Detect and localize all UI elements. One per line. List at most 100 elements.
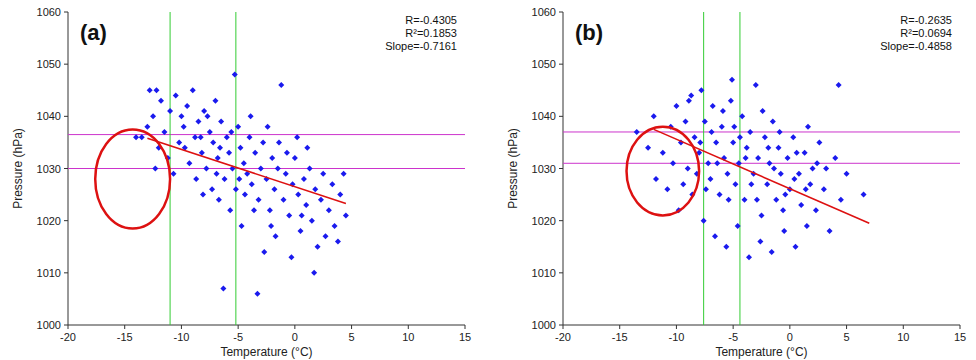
x-axis xyxy=(563,325,960,326)
point xyxy=(150,113,156,119)
point xyxy=(251,207,257,213)
point xyxy=(267,207,273,213)
point xyxy=(777,129,783,135)
x-tick xyxy=(294,325,295,329)
point xyxy=(295,192,301,198)
point xyxy=(275,166,281,172)
point xyxy=(192,134,198,140)
point xyxy=(771,166,777,172)
reference-hline xyxy=(563,131,960,132)
x-tick-label: -20 xyxy=(555,331,571,343)
x-axis-label: Temperature (°C) xyxy=(220,345,312,359)
point xyxy=(769,249,775,255)
x-tick-label: -15 xyxy=(117,331,133,343)
point xyxy=(288,254,294,260)
point xyxy=(781,228,787,234)
y-tick xyxy=(64,116,68,117)
point xyxy=(303,202,309,208)
point xyxy=(278,82,284,88)
point xyxy=(760,108,766,114)
y-tick xyxy=(559,64,563,65)
point xyxy=(793,244,799,250)
point xyxy=(803,186,809,192)
point xyxy=(838,197,844,203)
point xyxy=(241,160,247,166)
x-tick xyxy=(563,325,564,329)
point xyxy=(710,103,716,109)
y-tick-label: 1050 xyxy=(37,58,61,70)
point xyxy=(144,124,150,130)
point xyxy=(265,124,271,130)
point xyxy=(737,134,743,140)
point xyxy=(237,145,243,151)
point xyxy=(651,113,657,119)
x-tick-label: -10 xyxy=(173,331,189,343)
panel: -20-15-10-505101510001010102010301040105… xyxy=(11,6,471,359)
point xyxy=(759,212,765,218)
point xyxy=(813,207,819,213)
point xyxy=(207,129,213,135)
y-tick xyxy=(559,325,563,326)
point xyxy=(686,98,692,104)
point xyxy=(702,119,708,125)
x-tick-label: 5 xyxy=(349,331,355,343)
point xyxy=(713,139,719,145)
point xyxy=(697,139,703,145)
y-tick-label: 1030 xyxy=(37,163,61,175)
point xyxy=(683,119,689,125)
point xyxy=(723,244,729,250)
reference-vline xyxy=(739,12,740,325)
point xyxy=(214,171,220,177)
point xyxy=(268,223,274,229)
point xyxy=(218,119,224,125)
x-tick-label: 15 xyxy=(459,331,471,343)
x-tick xyxy=(181,325,182,329)
point xyxy=(748,181,754,187)
point xyxy=(782,192,788,198)
point xyxy=(664,186,670,192)
point xyxy=(228,129,234,135)
point xyxy=(184,103,190,109)
y-tick-label: 1040 xyxy=(532,110,556,122)
point xyxy=(816,139,822,145)
point xyxy=(343,212,349,218)
x-tick-label: 10 xyxy=(402,331,414,343)
point xyxy=(186,160,192,166)
y-tick-label: 1020 xyxy=(37,215,61,227)
point xyxy=(226,150,232,156)
point xyxy=(802,150,808,156)
point xyxy=(720,108,726,114)
point xyxy=(261,249,267,255)
reference-hline xyxy=(68,134,465,135)
point xyxy=(304,145,310,151)
point xyxy=(673,103,679,109)
point xyxy=(805,124,811,130)
point xyxy=(796,171,802,177)
point xyxy=(298,228,304,234)
point xyxy=(728,98,734,104)
point xyxy=(212,98,218,104)
point xyxy=(249,181,255,187)
y-tick-label: 1000 xyxy=(37,319,61,331)
point xyxy=(332,223,338,229)
stat-text: R²=0.1853 xyxy=(405,27,457,39)
point xyxy=(861,192,867,198)
y-tick-label: 1040 xyxy=(37,110,61,122)
x-tick-label: 0 xyxy=(292,331,298,343)
point xyxy=(153,87,159,93)
point xyxy=(653,176,659,182)
point xyxy=(732,181,738,187)
y-tick-label: 1020 xyxy=(532,215,556,227)
point xyxy=(731,124,737,130)
x-tick xyxy=(68,325,69,329)
point xyxy=(235,124,241,130)
point xyxy=(823,166,829,172)
point xyxy=(707,176,713,182)
x-tick-label: -10 xyxy=(668,331,684,343)
x-tick-label: 10 xyxy=(897,331,909,343)
point xyxy=(242,192,248,198)
point xyxy=(832,155,838,161)
point xyxy=(205,113,211,119)
stat-text: R=-0.2635 xyxy=(900,14,952,26)
point xyxy=(232,72,238,78)
